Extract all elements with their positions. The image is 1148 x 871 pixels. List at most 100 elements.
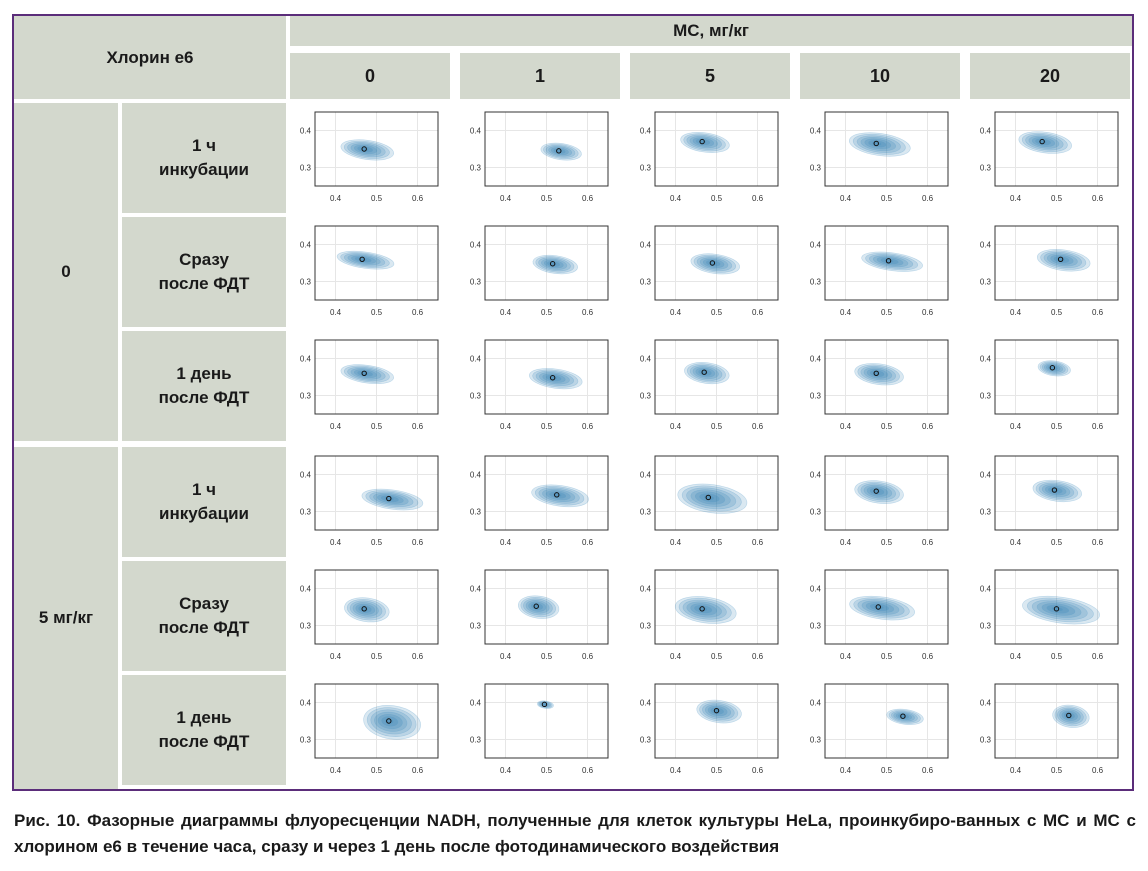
density-contour	[710, 707, 724, 715]
density-contour	[1035, 138, 1051, 146]
plot-box	[314, 225, 439, 301]
x-tick-label: 0.4	[500, 194, 512, 203]
density-contour	[537, 701, 553, 709]
density-contour	[692, 137, 715, 147]
density-contour	[680, 132, 730, 153]
plot-box	[314, 569, 439, 645]
centroid-point	[873, 370, 879, 376]
centroid-point	[699, 606, 705, 612]
y-tick-label: 0.3	[470, 736, 482, 745]
x-tick-label: 0.4	[330, 194, 342, 203]
centroid-point	[361, 370, 367, 376]
phasor-panel-r2-c1: 0.4 0.5 0.6 0.3 0.4	[460, 331, 620, 441]
phasor-panel-r5-c1: 0.4 0.5 0.6 0.3 0.4	[460, 675, 620, 785]
centroid-point	[533, 603, 539, 609]
density-contour	[358, 605, 372, 613]
centroid-point	[873, 140, 879, 147]
row-label-3: 1 ч инкубации	[122, 447, 286, 557]
density-contour	[1022, 595, 1100, 625]
y-tick-label: 0.4	[640, 699, 652, 708]
plot-box	[654, 111, 779, 187]
x-tick-label: 0.4	[330, 652, 342, 661]
plot-box	[314, 111, 439, 187]
plot-box	[824, 339, 949, 415]
row-factor-header: Хлорин е6	[14, 16, 286, 99]
phasor-panel-r0-c4: 0.4 0.5 0.6 0.3 0.4	[970, 103, 1130, 213]
x-tick-label: 0.4	[500, 538, 512, 547]
x-tick-label: 0.6	[922, 308, 934, 317]
density-contour	[545, 490, 571, 501]
density-contour	[361, 488, 424, 511]
x-tick-label: 0.4	[840, 194, 852, 203]
phasor-panel-r5-c2: 0.4 0.5 0.6 0.3 0.4	[630, 675, 790, 785]
x-tick-label: 0.5	[1051, 308, 1063, 317]
density-contour	[548, 146, 573, 157]
plot-box	[994, 225, 1119, 301]
density-contour	[366, 707, 417, 737]
y-tick-label: 0.4	[300, 241, 312, 250]
row-label-line: Сразу	[179, 250, 229, 269]
density-contour	[1041, 484, 1071, 498]
y-tick-label: 0.3	[810, 164, 822, 173]
x-tick-label: 0.4	[1010, 766, 1022, 775]
x-tick-label: 0.5	[371, 652, 383, 661]
phasor-panel-r5-c3: 0.4 0.5 0.6 0.3 0.4	[800, 675, 960, 785]
x-tick-label: 0.6	[1092, 766, 1104, 775]
density-contour	[1031, 599, 1088, 621]
density-contour	[363, 705, 421, 740]
x-tick-label: 0.6	[1092, 308, 1104, 317]
density-contour	[891, 710, 918, 723]
phasor-panel-r2-c4: 0.4 0.5 0.6 0.3 0.4	[970, 331, 1130, 441]
density-contour	[866, 486, 889, 497]
x-tick-label: 0.6	[1092, 538, 1104, 547]
density-contour	[852, 133, 906, 155]
x-tick-label: 0.4	[840, 422, 852, 431]
x-tick-label: 0.5	[711, 652, 723, 661]
density-contour	[1021, 132, 1068, 153]
plot-box	[314, 683, 439, 759]
density-contour	[681, 485, 742, 512]
x-tick-label: 0.5	[371, 308, 383, 317]
x-tick-label: 0.6	[412, 652, 424, 661]
plot-box	[484, 569, 609, 645]
centroid-point	[1051, 487, 1058, 493]
density-contour	[343, 140, 390, 159]
x-tick-label: 0.6	[412, 538, 424, 547]
phasor-panel-r1-c2: 0.4 0.5 0.6 0.3 0.4	[630, 217, 790, 327]
y-tick-label: 0.3	[980, 278, 992, 287]
row-group-label-1: 5 мг/кг	[14, 447, 118, 789]
x-tick-label: 0.4	[670, 538, 682, 547]
density-contour	[696, 699, 742, 724]
phasor-panel-r3-c0: 0.4 0.5 0.6 0.3 0.4	[290, 447, 450, 557]
phasor-panel-r5-c0: 0.4 0.5 0.6 0.3 0.4	[290, 675, 450, 785]
centroid-point	[1053, 606, 1060, 612]
column-level-20: 20	[970, 53, 1130, 99]
plot-box	[314, 339, 439, 415]
centroid-point	[554, 492, 560, 498]
x-tick-label: 0.5	[711, 422, 723, 431]
density-contour	[857, 598, 905, 617]
x-tick-label: 0.5	[881, 194, 893, 203]
y-tick-label: 0.3	[980, 736, 992, 745]
row-label-1: Сразу после ФДТ	[122, 217, 286, 327]
x-tick-label: 0.5	[541, 194, 553, 203]
centroid-point	[386, 718, 392, 724]
x-tick-label: 0.6	[412, 308, 424, 317]
density-contour	[1059, 709, 1081, 723]
centroid-point	[875, 604, 882, 610]
density-contour	[854, 363, 904, 386]
x-tick-label: 0.6	[752, 766, 764, 775]
density-contour	[1053, 256, 1070, 263]
density-contour	[865, 252, 919, 271]
y-tick-label: 0.3	[980, 164, 992, 173]
density-contour	[344, 597, 390, 623]
density-contour	[869, 603, 889, 612]
density-contour	[849, 595, 915, 621]
density-contour	[376, 494, 404, 504]
density-contour	[684, 362, 730, 385]
row-label-2: 1 день после ФДТ	[122, 331, 286, 441]
y-tick-label: 0.4	[300, 127, 312, 136]
density-contour	[895, 712, 912, 721]
phasor-panel-r0-c2: 0.4 0.5 0.6 0.3 0.4	[630, 103, 790, 213]
x-tick-label: 0.4	[1010, 422, 1022, 431]
